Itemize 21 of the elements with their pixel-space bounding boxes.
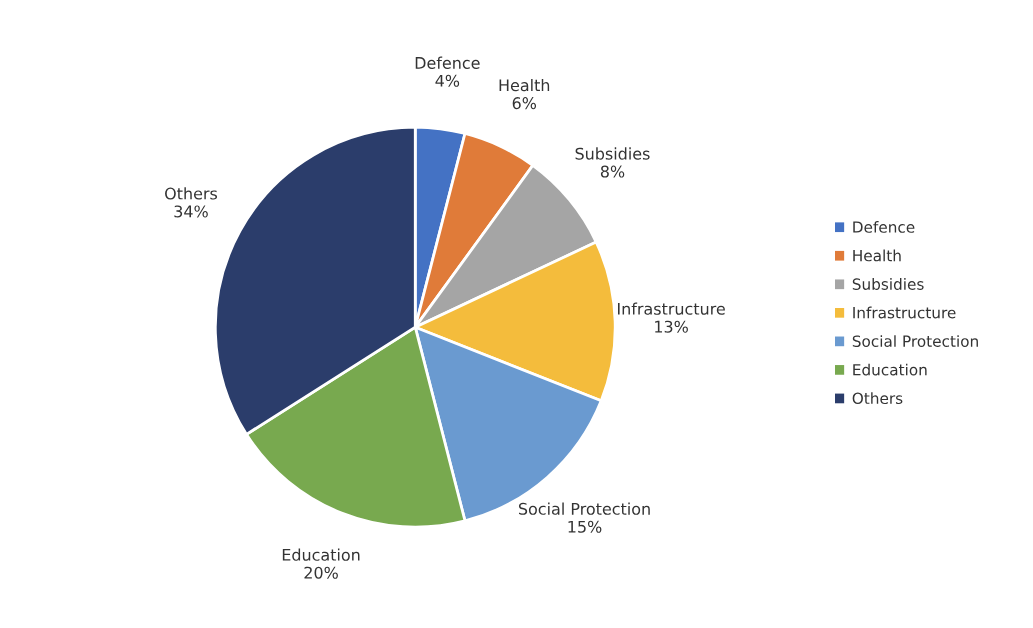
- slice-label: Defence: [415, 56, 480, 69]
- slice-label: Subsidies: [575, 147, 650, 160]
- slice-label: Social Protection: [518, 502, 650, 515]
- data-label: 8%: [600, 165, 625, 178]
- data-label: 13%: [655, 320, 688, 333]
- legend-label: Education: [853, 363, 927, 376]
- legend-label: Defence: [853, 221, 915, 233]
- data-label: 34%: [174, 205, 208, 218]
- slice-label: Education: [282, 548, 360, 561]
- legend-label: Social Protection: [852, 335, 978, 347]
- data-label: 6%: [512, 97, 537, 110]
- legend-label: Subsidies: [852, 278, 924, 290]
- slice-label: Health: [499, 78, 550, 92]
- data-label: 4%: [435, 74, 460, 87]
- data-label: 15%: [568, 520, 602, 533]
- legend-label: Infrastructure: [853, 306, 956, 319]
- data-label: 20%: [304, 566, 338, 579]
- slice-label: Infrastructure: [618, 302, 725, 315]
- legend-label: Health: [853, 249, 901, 262]
- slice-label: Others: [165, 187, 218, 200]
- legend-label: Others: [852, 392, 903, 405]
